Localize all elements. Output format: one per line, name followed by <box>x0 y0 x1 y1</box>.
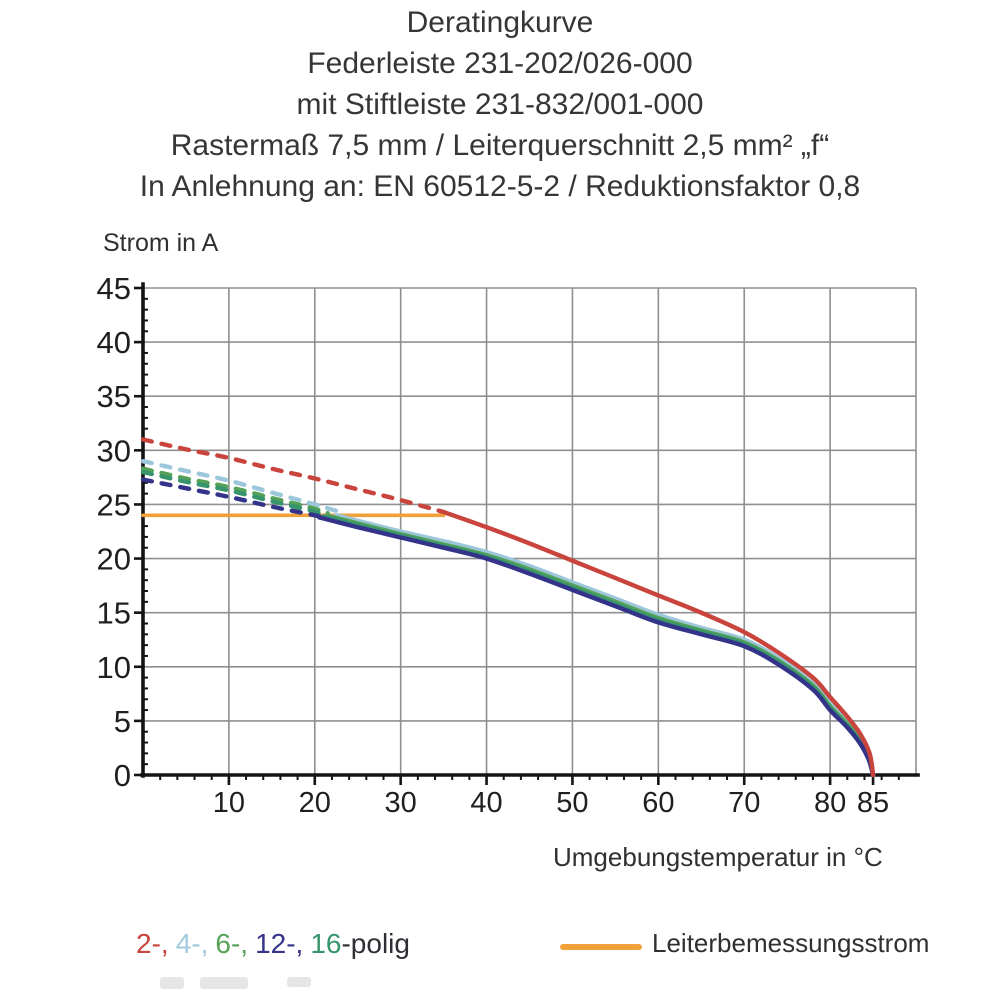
svg-text:10: 10 <box>213 787 245 819</box>
curve-16-polig-solid <box>321 514 876 778</box>
svg-text:25: 25 <box>97 487 131 522</box>
curve-12-polig-solid <box>316 515 876 778</box>
svg-text:70: 70 <box>728 787 760 819</box>
gridlines <box>143 287 917 775</box>
rated-current-legend-swatch <box>560 944 642 950</box>
legend-pole-item: 16 <box>310 928 342 959</box>
legend-pole-item: 6-, <box>215 928 249 959</box>
svg-text:20: 20 <box>97 542 131 577</box>
svg-text:60: 60 <box>642 787 674 819</box>
tick-marks <box>134 286 900 785</box>
legend-pole-suffix: -polig <box>341 928 410 959</box>
legend-pole-item: 2-, <box>136 928 169 959</box>
legend-pole-item: 12-, <box>255 928 304 959</box>
title-line-3: mit Stiftleiste 231-832/001-000 <box>296 88 704 121</box>
y-tick-labels: 0 5 10 15 20 25 30 35 40 45 <box>97 271 131 793</box>
svg-text:50: 50 <box>556 787 588 819</box>
chart-title-block: Deratingkurve Federleiste 231-202/026-00… <box>0 2 1000 207</box>
title-line-2: Federleiste 231-202/026-000 <box>307 47 693 80</box>
svg-text:85: 85 <box>857 787 889 819</box>
x-axis-title: Umgebungstemperatur in °C <box>553 842 883 872</box>
curve-4-polig-dashed <box>140 459 339 514</box>
svg-text:5: 5 <box>114 704 131 739</box>
svg-text:40: 40 <box>470 787 502 819</box>
x-tick-labels: 10 20 30 40 50 60 70 80 85 <box>213 787 889 819</box>
curve-2-polig-solid <box>441 509 876 778</box>
svg-text:15: 15 <box>97 596 131 631</box>
axes <box>140 282 920 778</box>
curve-12-polig-dashed <box>140 477 322 519</box>
title-line-5: In Anlehnung an: EN 60512-5-2 / Reduktio… <box>139 170 861 203</box>
curve-6-polig-solid <box>325 513 876 778</box>
title-line-4: Rastermaß 7,5 mm / Leiterquerschnitt 2,5… <box>170 129 830 162</box>
svg-text:30: 30 <box>97 433 131 468</box>
curve-2-polig-dashed <box>140 437 446 515</box>
svg-text:35: 35 <box>97 379 131 414</box>
y-axis-title: Strom in A <box>103 229 219 257</box>
curve-6-polig-dashed <box>140 466 330 516</box>
svg-text:40: 40 <box>97 325 131 360</box>
svg-text:20: 20 <box>299 787 331 819</box>
cutoff-artifact <box>160 977 184 989</box>
curve-4-polig-solid <box>334 513 876 778</box>
cutoff-artifact <box>200 977 248 989</box>
svg-text:10: 10 <box>97 650 131 685</box>
legend-pole-counts: 2-, 4-, 6-, 12-, 16-polig <box>136 928 410 960</box>
svg-text:45: 45 <box>97 271 131 306</box>
svg-text:80: 80 <box>814 787 846 819</box>
curve-16-polig-dashed <box>140 469 326 517</box>
rated-current-legend-label: Leiterbemessungsstrom <box>652 928 930 958</box>
legend-pole-item: 4-, <box>175 928 209 959</box>
svg-text:0: 0 <box>114 758 131 793</box>
svg-text:30: 30 <box>385 787 417 819</box>
cutoff-artifact <box>287 977 311 987</box>
title-line-1: Deratingkurve <box>406 6 594 39</box>
